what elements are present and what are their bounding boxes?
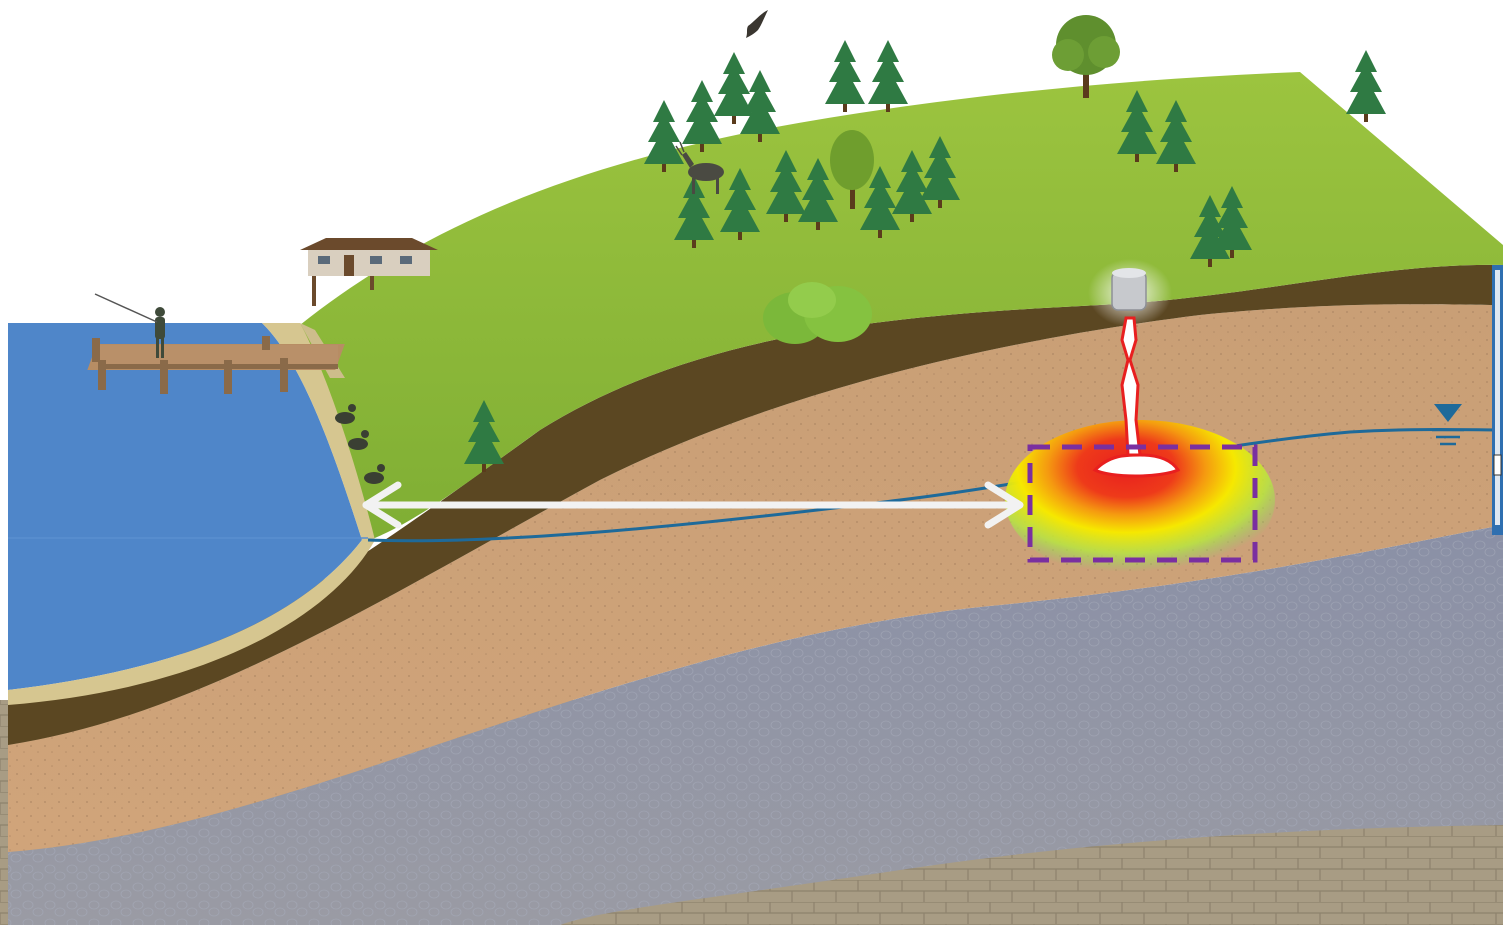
ducks bbox=[335, 404, 385, 484]
deciduous-tree bbox=[1052, 15, 1120, 98]
bird bbox=[746, 10, 768, 38]
fishing-dock bbox=[87, 336, 345, 394]
plume-boundary-box bbox=[1027, 444, 1258, 563]
trees bbox=[464, 15, 1386, 472]
distance-arrow bbox=[362, 481, 1024, 529]
round-tree bbox=[830, 130, 874, 209]
water-table-symbol bbox=[1432, 404, 1464, 446]
leak-trail bbox=[1120, 316, 1142, 457]
topsoil-layer bbox=[8, 264, 1503, 745]
lake-shore bbox=[8, 323, 375, 705]
deer bbox=[675, 141, 724, 194]
lake bbox=[8, 323, 362, 690]
contaminant-plume bbox=[1005, 420, 1275, 580]
shrubs bbox=[763, 282, 872, 344]
leaking-tank bbox=[1088, 259, 1172, 327]
monitoring-well bbox=[1492, 265, 1503, 535]
grass-hillside bbox=[300, 72, 1503, 540]
lakeside-house bbox=[300, 238, 438, 306]
fisherman bbox=[94, 293, 165, 358]
